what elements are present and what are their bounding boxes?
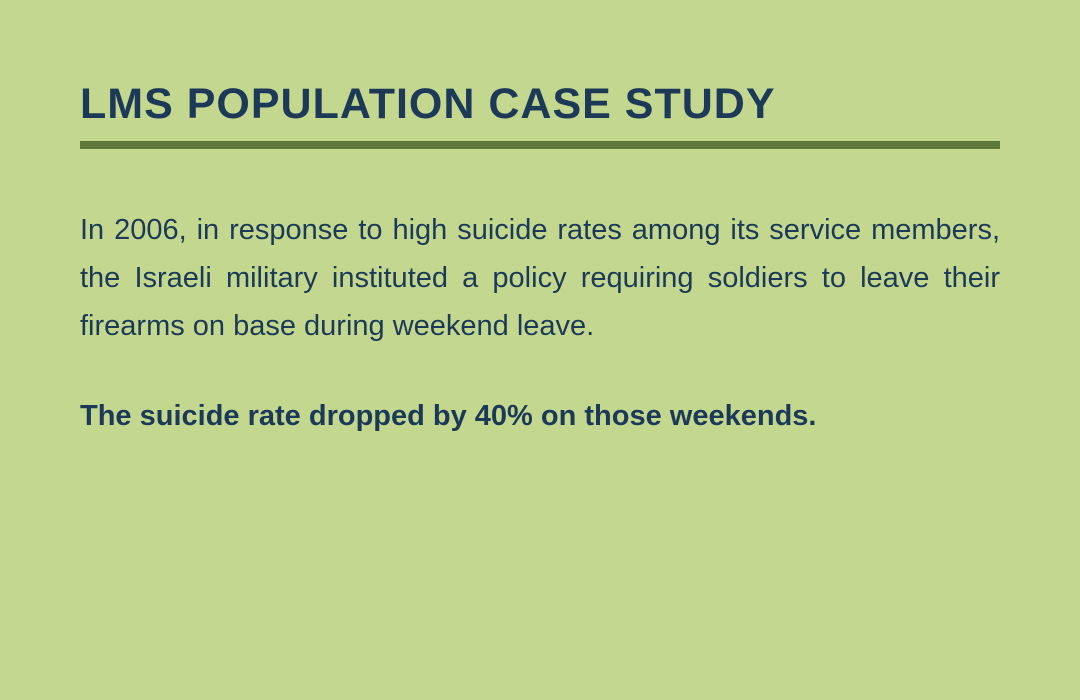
title-divider	[80, 141, 1000, 149]
body-paragraph: In 2006, in response to high suicide rat…	[80, 207, 1000, 351]
slide-title: LMS POPULATION CASE STUDY	[80, 80, 1000, 129]
highlight-paragraph: The suicide rate dropped by 40% on those…	[80, 393, 1000, 439]
